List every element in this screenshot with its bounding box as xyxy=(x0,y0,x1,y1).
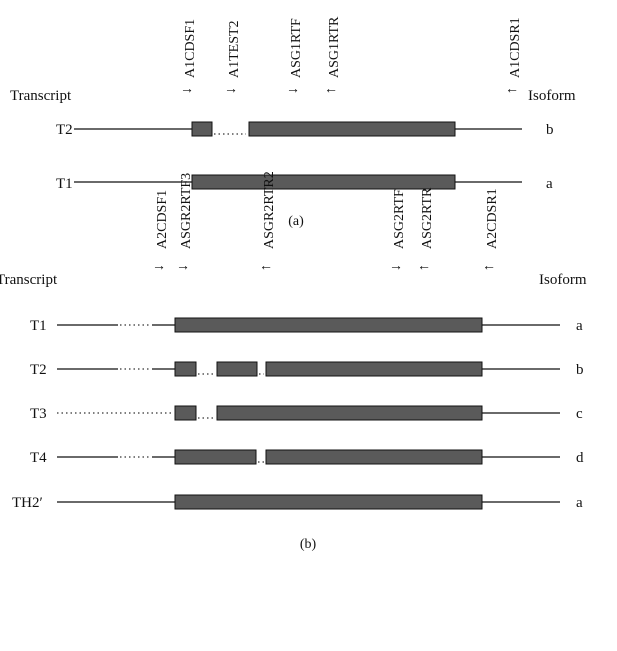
transcript-row-b-th2prime: TH2′ a xyxy=(12,494,583,511)
exon-block xyxy=(216,405,483,421)
primer-arrow-asg1rtf: → xyxy=(286,82,300,97)
transcript-header-a: Transcript xyxy=(10,88,72,104)
exon-block xyxy=(174,317,483,333)
primer-label-asg2rtf: ASG2RTF xyxy=(392,189,407,249)
primer-label-asg1rtr: ASG1RTR xyxy=(327,16,342,78)
transcript-row-a-t1: T1 a xyxy=(56,174,553,192)
isoform-header-b: Isoform xyxy=(539,272,587,288)
panel-a: A1CDSF1 A1TEST2 ASG1RTF ASG1RTR A1CDSR1 … xyxy=(10,16,576,229)
primer-label-asgr2rtf3: ASGR2RTF3 xyxy=(179,173,194,249)
exon-block xyxy=(191,174,456,190)
transcript-header-b: Transcript xyxy=(0,272,58,288)
primer-label-a2cdsr1: A2CDSR1 xyxy=(485,188,500,249)
transcript-label: T1 xyxy=(56,176,73,192)
isoform-label: a xyxy=(546,176,553,192)
exon-block xyxy=(265,361,483,377)
isoform-label: b xyxy=(546,122,554,138)
primer-label-asgr2rtr2: ASGR2RTR2 xyxy=(262,171,277,249)
transcript-row-b-t3: T3 c xyxy=(30,405,583,422)
primer-label-asg2rtr: ASG2RTR xyxy=(420,187,435,249)
primer-arrow-asg2rtf: → xyxy=(389,259,403,274)
transcript-label: T4 xyxy=(30,450,47,466)
primer-arrow-a2cdsf1: → xyxy=(152,259,166,274)
transcript-row-b-t2: T2 b xyxy=(30,361,584,378)
isoform-label: a xyxy=(576,495,583,511)
transcript-label: T2 xyxy=(56,122,73,138)
primer-arrow-asgr2rtr2: ← xyxy=(259,259,273,274)
primer-label-a2cdsf1: A2CDSF1 xyxy=(155,190,170,249)
exon-block xyxy=(174,449,257,465)
transcript-label: T1 xyxy=(30,318,47,334)
transcript-label: T2 xyxy=(30,362,47,378)
transcript-row-b-t4: T4 d xyxy=(30,449,584,466)
exon-block xyxy=(174,361,197,377)
exon-block xyxy=(265,449,483,465)
transcript-label: TH2′ xyxy=(12,495,43,511)
isoform-label: d xyxy=(576,450,584,466)
primer-arrow-a1cdsr1: ← xyxy=(505,82,519,97)
primer-label-asg1rtf: ASG1RTF xyxy=(289,18,304,78)
panel-b: A2CDSF1 ASGR2RTF3 ASGR2RTR2 ASG2RTF ASG2… xyxy=(0,171,587,552)
primer-arrow-a1test2: → xyxy=(224,82,238,97)
panel-caption-a: (a) xyxy=(288,214,304,229)
isoform-label: c xyxy=(576,406,583,422)
primer-arrow-asg1rtr: ← xyxy=(324,82,338,97)
exon-block xyxy=(216,361,258,377)
exon-block xyxy=(174,494,483,510)
primer-label-a1cdsf1: A1CDSF1 xyxy=(183,19,198,78)
primer-arrow-a2cdsr1: ← xyxy=(482,259,496,274)
transcript-label: T3 xyxy=(30,406,47,422)
panel-caption-b: (b) xyxy=(300,537,317,552)
transcript-row-b-t1: T1 a xyxy=(30,317,583,334)
isoform-header-a: Isoform xyxy=(528,88,576,104)
isoform-label: a xyxy=(576,318,583,334)
primer-arrow-a1cdsf1: → xyxy=(180,82,194,97)
exon-block xyxy=(191,121,213,137)
transcript-row-a-t2: T2 b xyxy=(56,121,554,138)
primer-arrow-asgr2rtf3: → xyxy=(176,259,190,274)
exon-block xyxy=(248,121,456,137)
primer-arrow-asg2rtr: ← xyxy=(417,259,431,274)
primer-label-a1test2: A1TEST2 xyxy=(227,20,242,78)
isoform-label: b xyxy=(576,362,584,378)
exon-block xyxy=(174,405,197,421)
primer-label-a1cdsr1: A1CDSR1 xyxy=(508,17,523,78)
